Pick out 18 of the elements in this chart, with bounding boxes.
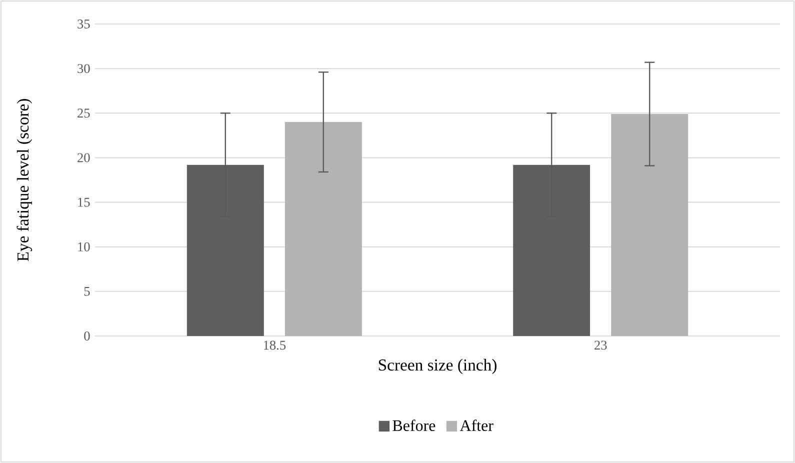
y-tick-label: 15 bbox=[78, 198, 90, 207]
y-tick-label: 30 bbox=[78, 64, 90, 74]
x-axis-title: Screen size (inch) bbox=[378, 358, 496, 374]
bar bbox=[186, 164, 264, 336]
bar bbox=[611, 114, 688, 336]
x-tick-label: 23 bbox=[594, 340, 607, 350]
legend-label: Before bbox=[392, 420, 436, 431]
y-tick-label: 10 bbox=[78, 242, 90, 252]
bar bbox=[513, 164, 590, 336]
y-tick-label: 20 bbox=[78, 153, 90, 162]
y-tick-label: 5 bbox=[84, 286, 90, 296]
y-tick-label: 25 bbox=[78, 108, 90, 118]
legend-label: After bbox=[460, 420, 494, 431]
y-axis-title: Eye fatique level (score) bbox=[16, 99, 32, 262]
bar bbox=[284, 122, 362, 336]
y-tick-label: 0 bbox=[84, 331, 90, 340]
y-tick-label: 35 bbox=[78, 20, 90, 28]
x-tick-label: 18.5 bbox=[264, 340, 286, 350]
